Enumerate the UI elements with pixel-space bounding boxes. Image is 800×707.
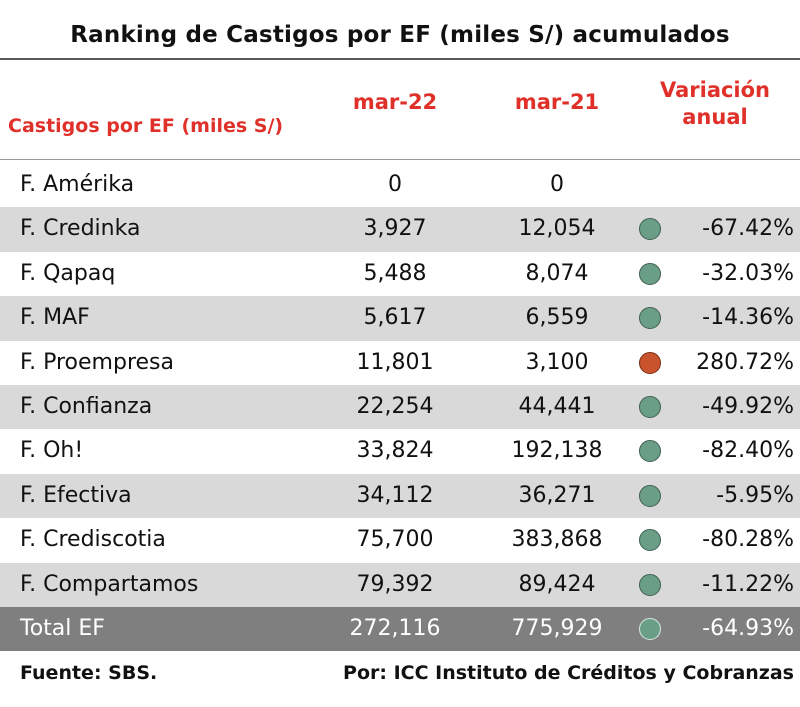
value-mar21: 44,441 [518, 393, 596, 419]
value-variation: -11.22% [702, 571, 794, 597]
column-header-variation-line1: Variación [659, 78, 771, 102]
status-indicator-icon [639, 484, 661, 507]
value-mar22: 75,700 [356, 527, 434, 553]
entity-name: Total EF [20, 615, 105, 641]
entity-name: F. Credinka [20, 216, 141, 242]
entity-name: F. Confianza [20, 393, 153, 419]
table-row: F. Oh! 33,824 192,138 -82.40% [0, 429, 800, 473]
entity-name: F. Crediscotia [20, 527, 166, 553]
value-variation: -82.40% [702, 438, 794, 464]
table-row: F. MAF 5,617 6,559 -14.36% [0, 296, 800, 341]
value-mar21: 3,100 [525, 349, 589, 375]
value-mar22: 79,392 [356, 571, 434, 597]
value-variation: -67.42% [702, 216, 794, 242]
value-mar21: 12,054 [518, 216, 596, 242]
value-variation: -5.95% [716, 482, 794, 508]
value-mar21: 192,138 [511, 438, 603, 464]
table-row: F. Amérika 0 0 [0, 163, 800, 207]
table-row: F. Confianza 22,254 44,441 -49.92% [0, 384, 800, 430]
value-mar22: 22,254 [356, 393, 434, 419]
status-indicator-icon [639, 307, 661, 330]
value-mar21: 36,271 [518, 482, 596, 508]
value-mar22: 0 [388, 172, 402, 197]
column-header-label: Castigos por EF (miles S/) [8, 115, 284, 137]
value-variation: -49.92% [702, 393, 794, 419]
column-header-variation-line2: anual [682, 105, 748, 129]
status-indicator-icon [639, 218, 661, 241]
status-indicator-icon [639, 617, 661, 640]
table-row: F. Credinka 3,927 12,054 -67.42% [0, 207, 800, 252]
entity-name: F. Oh! [20, 438, 84, 464]
entity-name: F. MAF [20, 305, 90, 331]
total-row: Total EF 272,116 775,929 -64.93% [0, 606, 800, 652]
table-row: F. Efectiva 34,112 36,271 -5.95% [0, 473, 800, 519]
value-mar21: 0 [550, 172, 564, 197]
top-divider [0, 58, 800, 60]
value-variation: -80.28% [702, 527, 794, 553]
column-header-variation: Variación anual [630, 77, 800, 131]
status-indicator-icon [639, 262, 661, 285]
value-mar21: 775,929 [511, 615, 603, 641]
value-variation: 280.72% [696, 349, 794, 375]
value-mar22: 34,112 [356, 482, 434, 508]
value-variation: -14.36% [702, 305, 794, 331]
value-mar22: 3,927 [363, 216, 427, 242]
status-indicator-icon [639, 395, 661, 418]
table-row: F. Proempresa 11,801 3,100 280.72% [0, 341, 800, 385]
column-header-mar21: mar-21 [514, 90, 600, 114]
entity-name: F. Qapaq [20, 260, 116, 286]
status-indicator-icon [639, 440, 661, 463]
column-header-mar22: mar-22 [352, 90, 438, 114]
source-note: Fuente: SBS. [20, 662, 158, 684]
value-mar22: 33,824 [356, 438, 434, 464]
table-row: F. Crediscotia 75,700 383,868 -80.28% [0, 518, 800, 562]
table-row: F. Qapaq 5,488 8,074 -32.03% [0, 252, 800, 296]
status-indicator-icon [639, 573, 661, 596]
value-variation: -32.03% [702, 260, 794, 286]
value-variation: -64.93% [702, 615, 794, 641]
value-mar21: 383,868 [511, 527, 603, 553]
value-mar21: 89,424 [518, 571, 596, 597]
value-mar22: 5,488 [363, 260, 427, 286]
ranking-table: F. Amérika 0 0 F. Credinka 3,927 12,054 -67.42… [0, 163, 800, 652]
entity-name: F. Compartamos [20, 571, 199, 597]
status-indicator-icon [639, 351, 661, 374]
value-mar21: 8,074 [525, 260, 589, 286]
status-indicator-icon [639, 529, 661, 552]
entity-name: F. Amérika [20, 172, 135, 197]
entity-name: F. Efectiva [20, 482, 132, 508]
header-divider [0, 159, 800, 160]
value-mar22: 11,801 [356, 349, 434, 375]
value-mar21: 6,559 [525, 305, 589, 331]
page-title: Ranking de Castigos por EF (miles S/) ac… [70, 22, 730, 48]
author-note: Por: ICC Instituto de Créditos y Cobranz… [343, 662, 794, 684]
value-mar22: 5,617 [363, 305, 427, 331]
entity-name: F. Proempresa [20, 349, 174, 375]
table-row: F. Compartamos 79,392 89,424 -11.22% [0, 562, 800, 607]
value-mar22: 272,116 [349, 615, 441, 641]
